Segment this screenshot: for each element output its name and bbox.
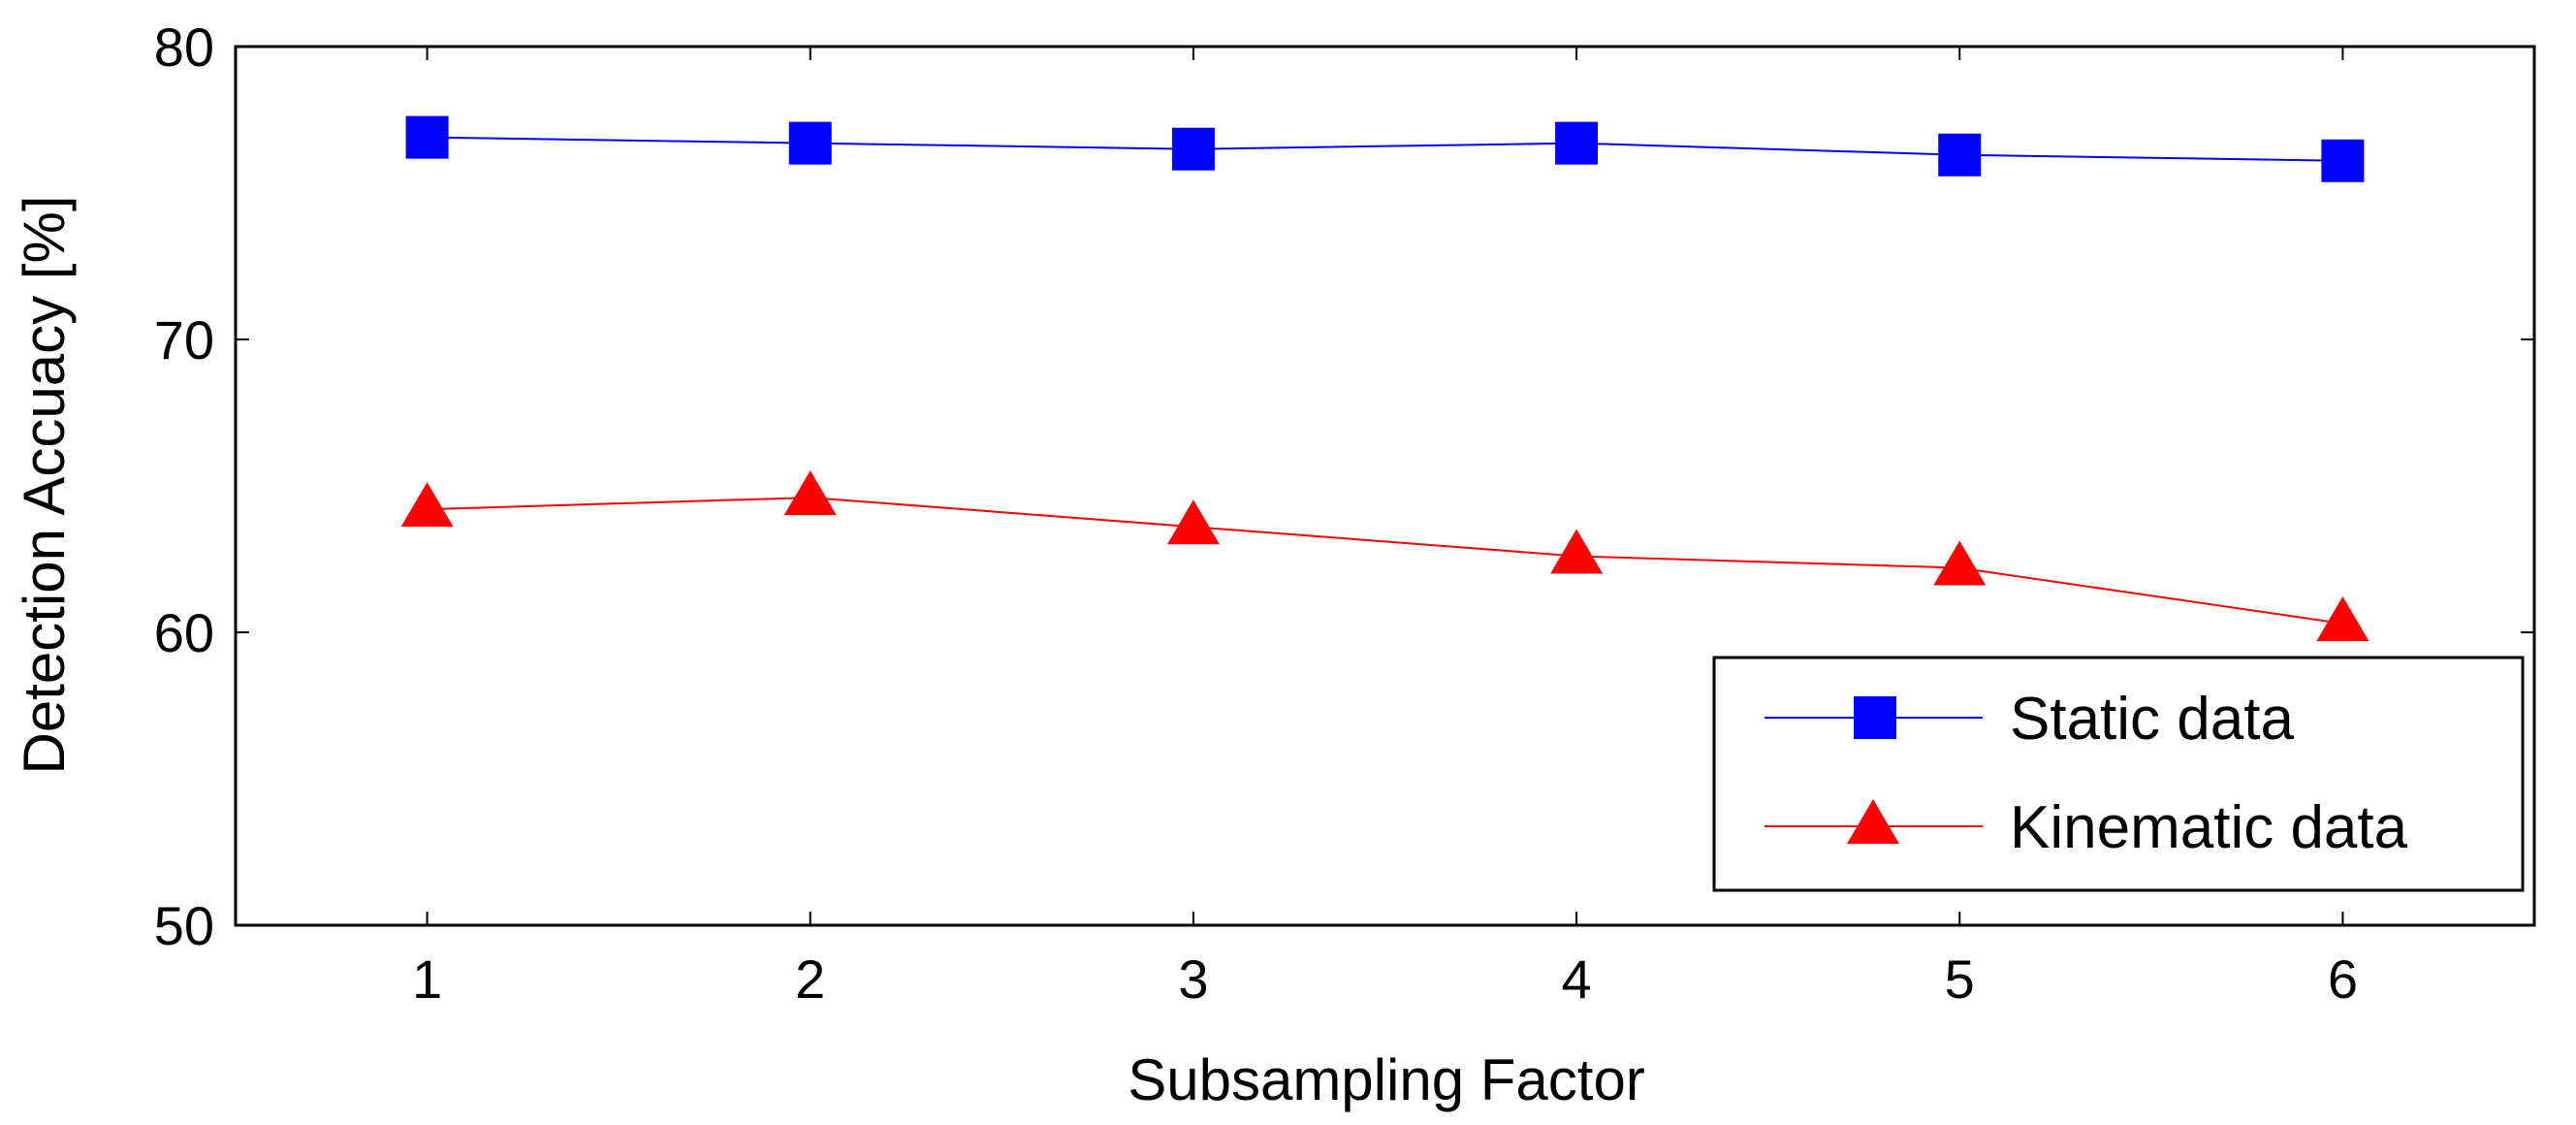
y-axis-label: Detection Accuacy [%] (12, 196, 77, 775)
data-point-static-data (2321, 139, 2365, 182)
x-tick-label: 4 (1562, 948, 1592, 1010)
series-line-static-data (427, 136, 2343, 162)
x-tick-label: 2 (795, 948, 825, 1010)
axis-ticks: 1 2 3 4 5 6 50 60 70 80 (154, 16, 2534, 1010)
legend: Static data Kinematic data (1712, 656, 2525, 892)
data-point-kinematic-data (400, 482, 454, 528)
legend-marker-kinematic (1847, 799, 1899, 844)
data-point-kinematic-data (1166, 499, 1220, 545)
data-point-static-data (1555, 121, 1599, 165)
x-axis-label: Subsampling Factor (1128, 1047, 1645, 1112)
x-tick-label: 6 (2328, 948, 2358, 1010)
x-tick-label: 1 (412, 948, 442, 1010)
legend-marker-static (1854, 696, 1896, 739)
data-series (400, 115, 2369, 641)
data-point-static-data (1171, 127, 1215, 171)
y-tick-label: 50 (154, 895, 214, 956)
legend-label-kinematic: Kinematic data (2010, 794, 2408, 861)
x-tick-label: 3 (1178, 948, 1208, 1010)
legend-box (1712, 656, 2525, 892)
series-line-kinematic-data (427, 497, 2343, 625)
legend-label-static: Static data (2010, 686, 2294, 753)
data-point-kinematic-data (2316, 595, 2369, 641)
data-point-static-data (788, 121, 832, 165)
data-point-static-data (405, 115, 449, 159)
y-tick-label: 70 (154, 309, 214, 370)
x-tick-label: 5 (1945, 948, 1975, 1010)
y-tick-label: 80 (154, 16, 214, 78)
data-point-static-data (1938, 133, 1982, 177)
data-point-kinematic-data (1550, 529, 1604, 574)
data-point-kinematic-data (1933, 540, 1987, 586)
data-point-kinematic-data (783, 470, 837, 516)
y-tick-label: 60 (154, 602, 214, 663)
